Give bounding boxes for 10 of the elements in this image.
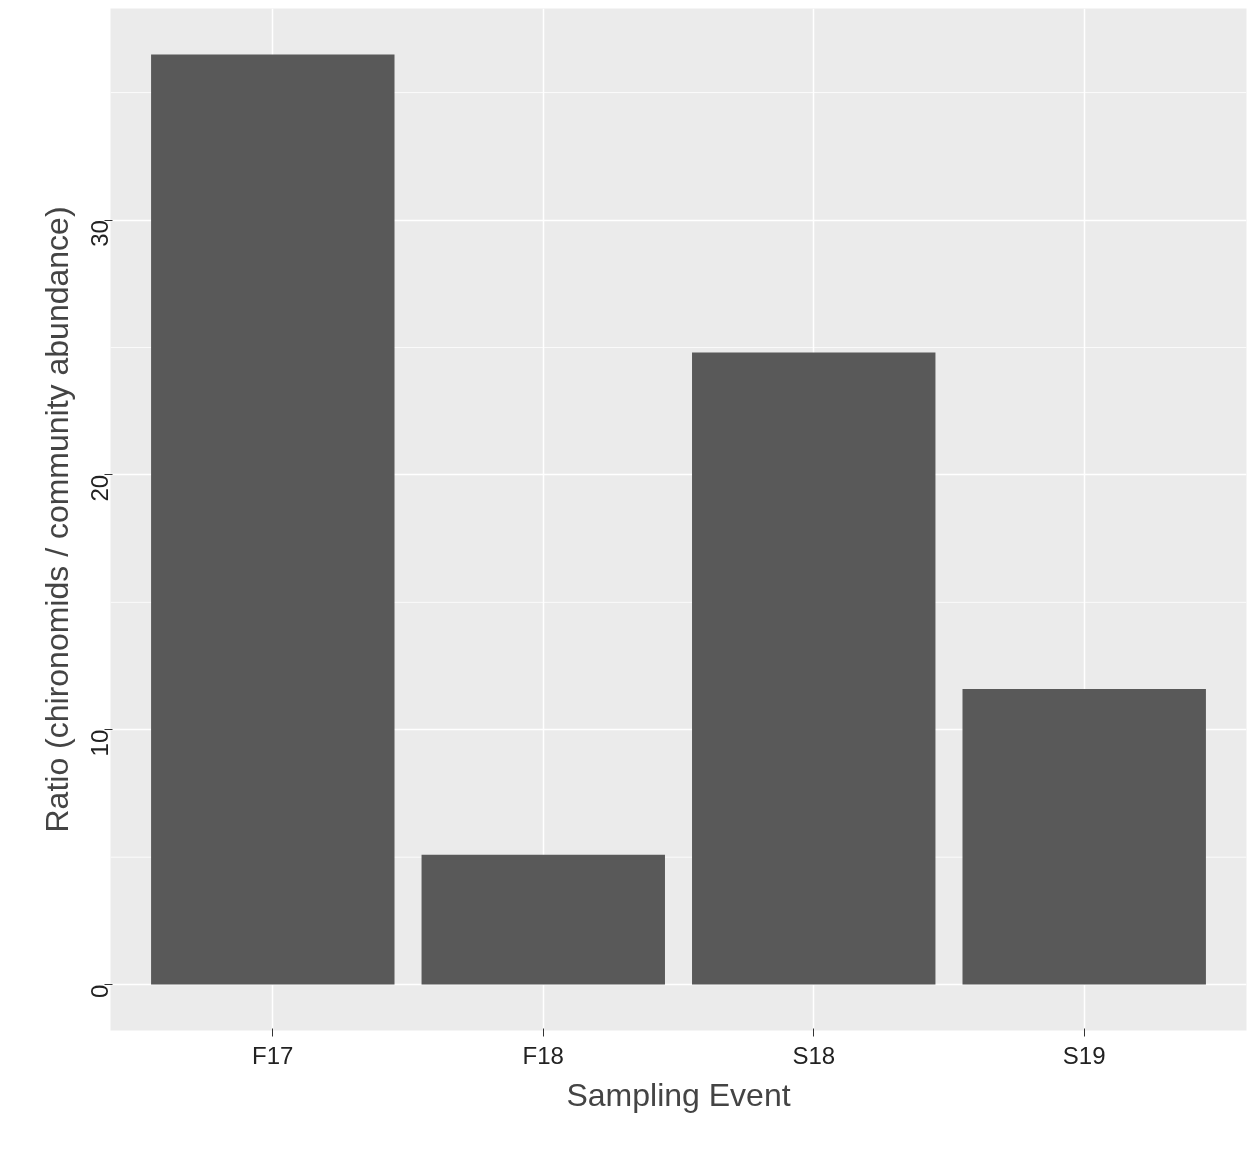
x-tick-label: S18 xyxy=(792,1041,836,1069)
x-tick-label: F18 xyxy=(522,1041,564,1069)
y-tick-label: 30 xyxy=(86,220,113,247)
x-axis-title: Sampling Event xyxy=(566,1076,791,1113)
x-tick-label: F17 xyxy=(252,1041,294,1069)
y-tick-label: 20 xyxy=(86,474,113,502)
y-axis-title: Ratio (chironomids / community abundance) xyxy=(38,206,75,833)
y-tick-label: 0 xyxy=(86,984,113,998)
y-tick-label: 10 xyxy=(86,729,113,757)
x-tick-label: S19 xyxy=(1062,1041,1106,1069)
